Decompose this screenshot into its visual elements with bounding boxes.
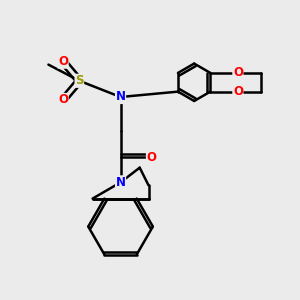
Text: N: N — [116, 91, 126, 103]
Text: O: O — [146, 151, 157, 164]
Text: N: N — [116, 176, 126, 189]
Text: O: O — [233, 66, 243, 80]
Text: S: S — [75, 74, 84, 87]
Text: O: O — [233, 85, 243, 98]
Text: O: O — [58, 55, 68, 68]
Text: O: O — [58, 93, 68, 106]
